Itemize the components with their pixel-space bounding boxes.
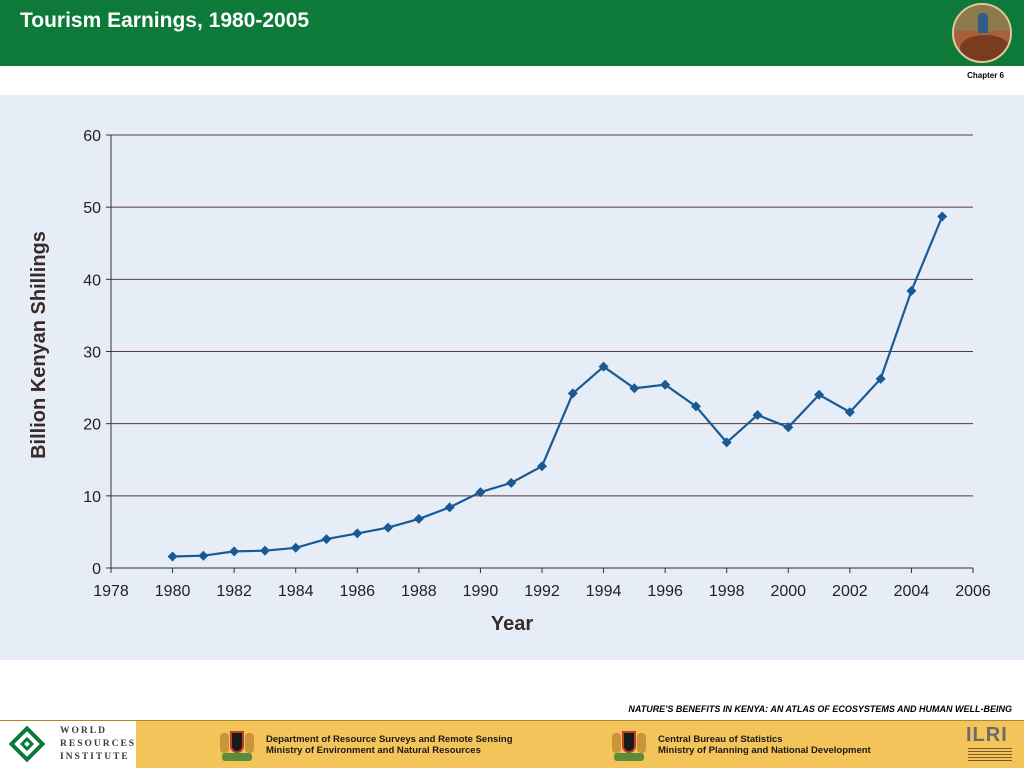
y-tick-label: 40 xyxy=(83,272,101,289)
data-point xyxy=(290,542,301,553)
data-point xyxy=(752,410,763,421)
data-point xyxy=(567,388,578,399)
dept-left-line-1: Department of Resource Surveys and Remot… xyxy=(266,734,513,745)
data-point xyxy=(783,422,794,433)
data-point xyxy=(229,546,240,557)
data-point xyxy=(475,487,486,498)
data-point xyxy=(598,361,609,372)
x-tick-label: 1984 xyxy=(278,583,314,600)
x-tick-label: 1996 xyxy=(647,583,683,600)
data-point xyxy=(537,461,547,472)
y-tick-label: 60 xyxy=(83,128,101,145)
x-tick-label: 1992 xyxy=(524,583,560,600)
y-tick-label: 30 xyxy=(83,345,101,362)
dept-right-line-2: Ministry of Planning and National Develo… xyxy=(658,745,871,756)
ilri-logo: ILRI xyxy=(960,721,1024,768)
wri-line-3: INSTITUTE xyxy=(60,752,130,762)
data-point xyxy=(814,389,825,400)
data-point xyxy=(506,477,517,488)
x-tick-label: 2002 xyxy=(832,583,868,600)
wri-knot-icon xyxy=(8,725,46,763)
x-tick-label: 1988 xyxy=(401,583,437,600)
data-point xyxy=(937,211,948,222)
data-point xyxy=(875,373,886,384)
data-point xyxy=(352,528,363,539)
chart-panel xyxy=(0,95,1024,660)
x-tick-label: 1982 xyxy=(216,583,252,600)
x-tick-label: 2006 xyxy=(955,583,991,600)
data-point xyxy=(413,513,424,524)
data-point xyxy=(444,502,455,513)
photo-ground xyxy=(960,35,1010,61)
data-point xyxy=(383,522,394,533)
dept-left-line-2: Ministry of Environment and Natural Reso… xyxy=(266,745,481,756)
data-point xyxy=(321,534,332,545)
y-tick-label: 10 xyxy=(83,489,101,506)
page-title: Tourism Earnings, 1980-2005 xyxy=(20,9,310,32)
data-point xyxy=(167,551,178,562)
x-tick-label: 1998 xyxy=(709,583,745,600)
data-point xyxy=(906,285,917,296)
footer-bar: WORLD RESOURCES INSTITUTE Department of … xyxy=(0,720,1024,768)
ilri-logo-text: ILRI xyxy=(966,724,1008,746)
x-tick-label: 2000 xyxy=(770,583,806,600)
kenya-coat-of-arms-icon xyxy=(610,727,648,763)
photo-figure xyxy=(978,13,988,33)
wri-logo: WORLD RESOURCES INSTITUTE xyxy=(0,721,136,768)
data-point xyxy=(690,401,701,412)
dept-right-line-1: Central Bureau of Statistics xyxy=(658,734,783,745)
ilri-stripes-icon xyxy=(968,748,1012,762)
y-axis-label: Billion Kenyan Shillings xyxy=(28,231,50,459)
chapter-label: Chapter 6 xyxy=(967,71,1004,80)
data-point xyxy=(721,437,732,448)
dept-right: Central Bureau of Statistics Ministry of… xyxy=(658,734,871,756)
data-point xyxy=(660,379,671,390)
x-tick-label: 1986 xyxy=(339,583,375,600)
wri-logo-text: WORLD RESOURCES INSTITUTE xyxy=(60,725,136,764)
title-bar: Tourism Earnings, 1980-2005 xyxy=(0,0,1024,66)
wri-line-1: WORLD xyxy=(60,726,107,736)
x-tick-label: 1980 xyxy=(155,583,191,600)
series-line xyxy=(172,216,944,558)
atlas-caption: NATURE'S BENEFITS IN KENYA: AN ATLAS OF … xyxy=(628,704,1012,714)
x-tick-label: 1978 xyxy=(93,583,129,600)
data-point xyxy=(259,545,270,556)
chapter-photo-logo xyxy=(952,3,1012,63)
data-point xyxy=(629,383,640,394)
x-tick-label: 1990 xyxy=(463,583,499,600)
wri-line-2: RESOURCES xyxy=(60,739,137,749)
y-tick-label: 50 xyxy=(83,200,101,217)
y-tick-label: 0 xyxy=(92,561,101,578)
x-axis-label: Year xyxy=(491,613,533,635)
data-point xyxy=(198,550,209,561)
x-tick-label: 1994 xyxy=(586,583,622,600)
line-chart: 0 10 20 30 40 50 60 1978 1980 1982 1984 1986 1988 199… xyxy=(28,128,991,635)
kenya-coat-of-arms-icon xyxy=(218,727,256,763)
y-tick-label: 20 xyxy=(83,417,101,434)
data-point xyxy=(844,407,855,418)
dept-left: Department of Resource Surveys and Remot… xyxy=(266,734,513,756)
x-tick-label: 2004 xyxy=(894,583,930,600)
